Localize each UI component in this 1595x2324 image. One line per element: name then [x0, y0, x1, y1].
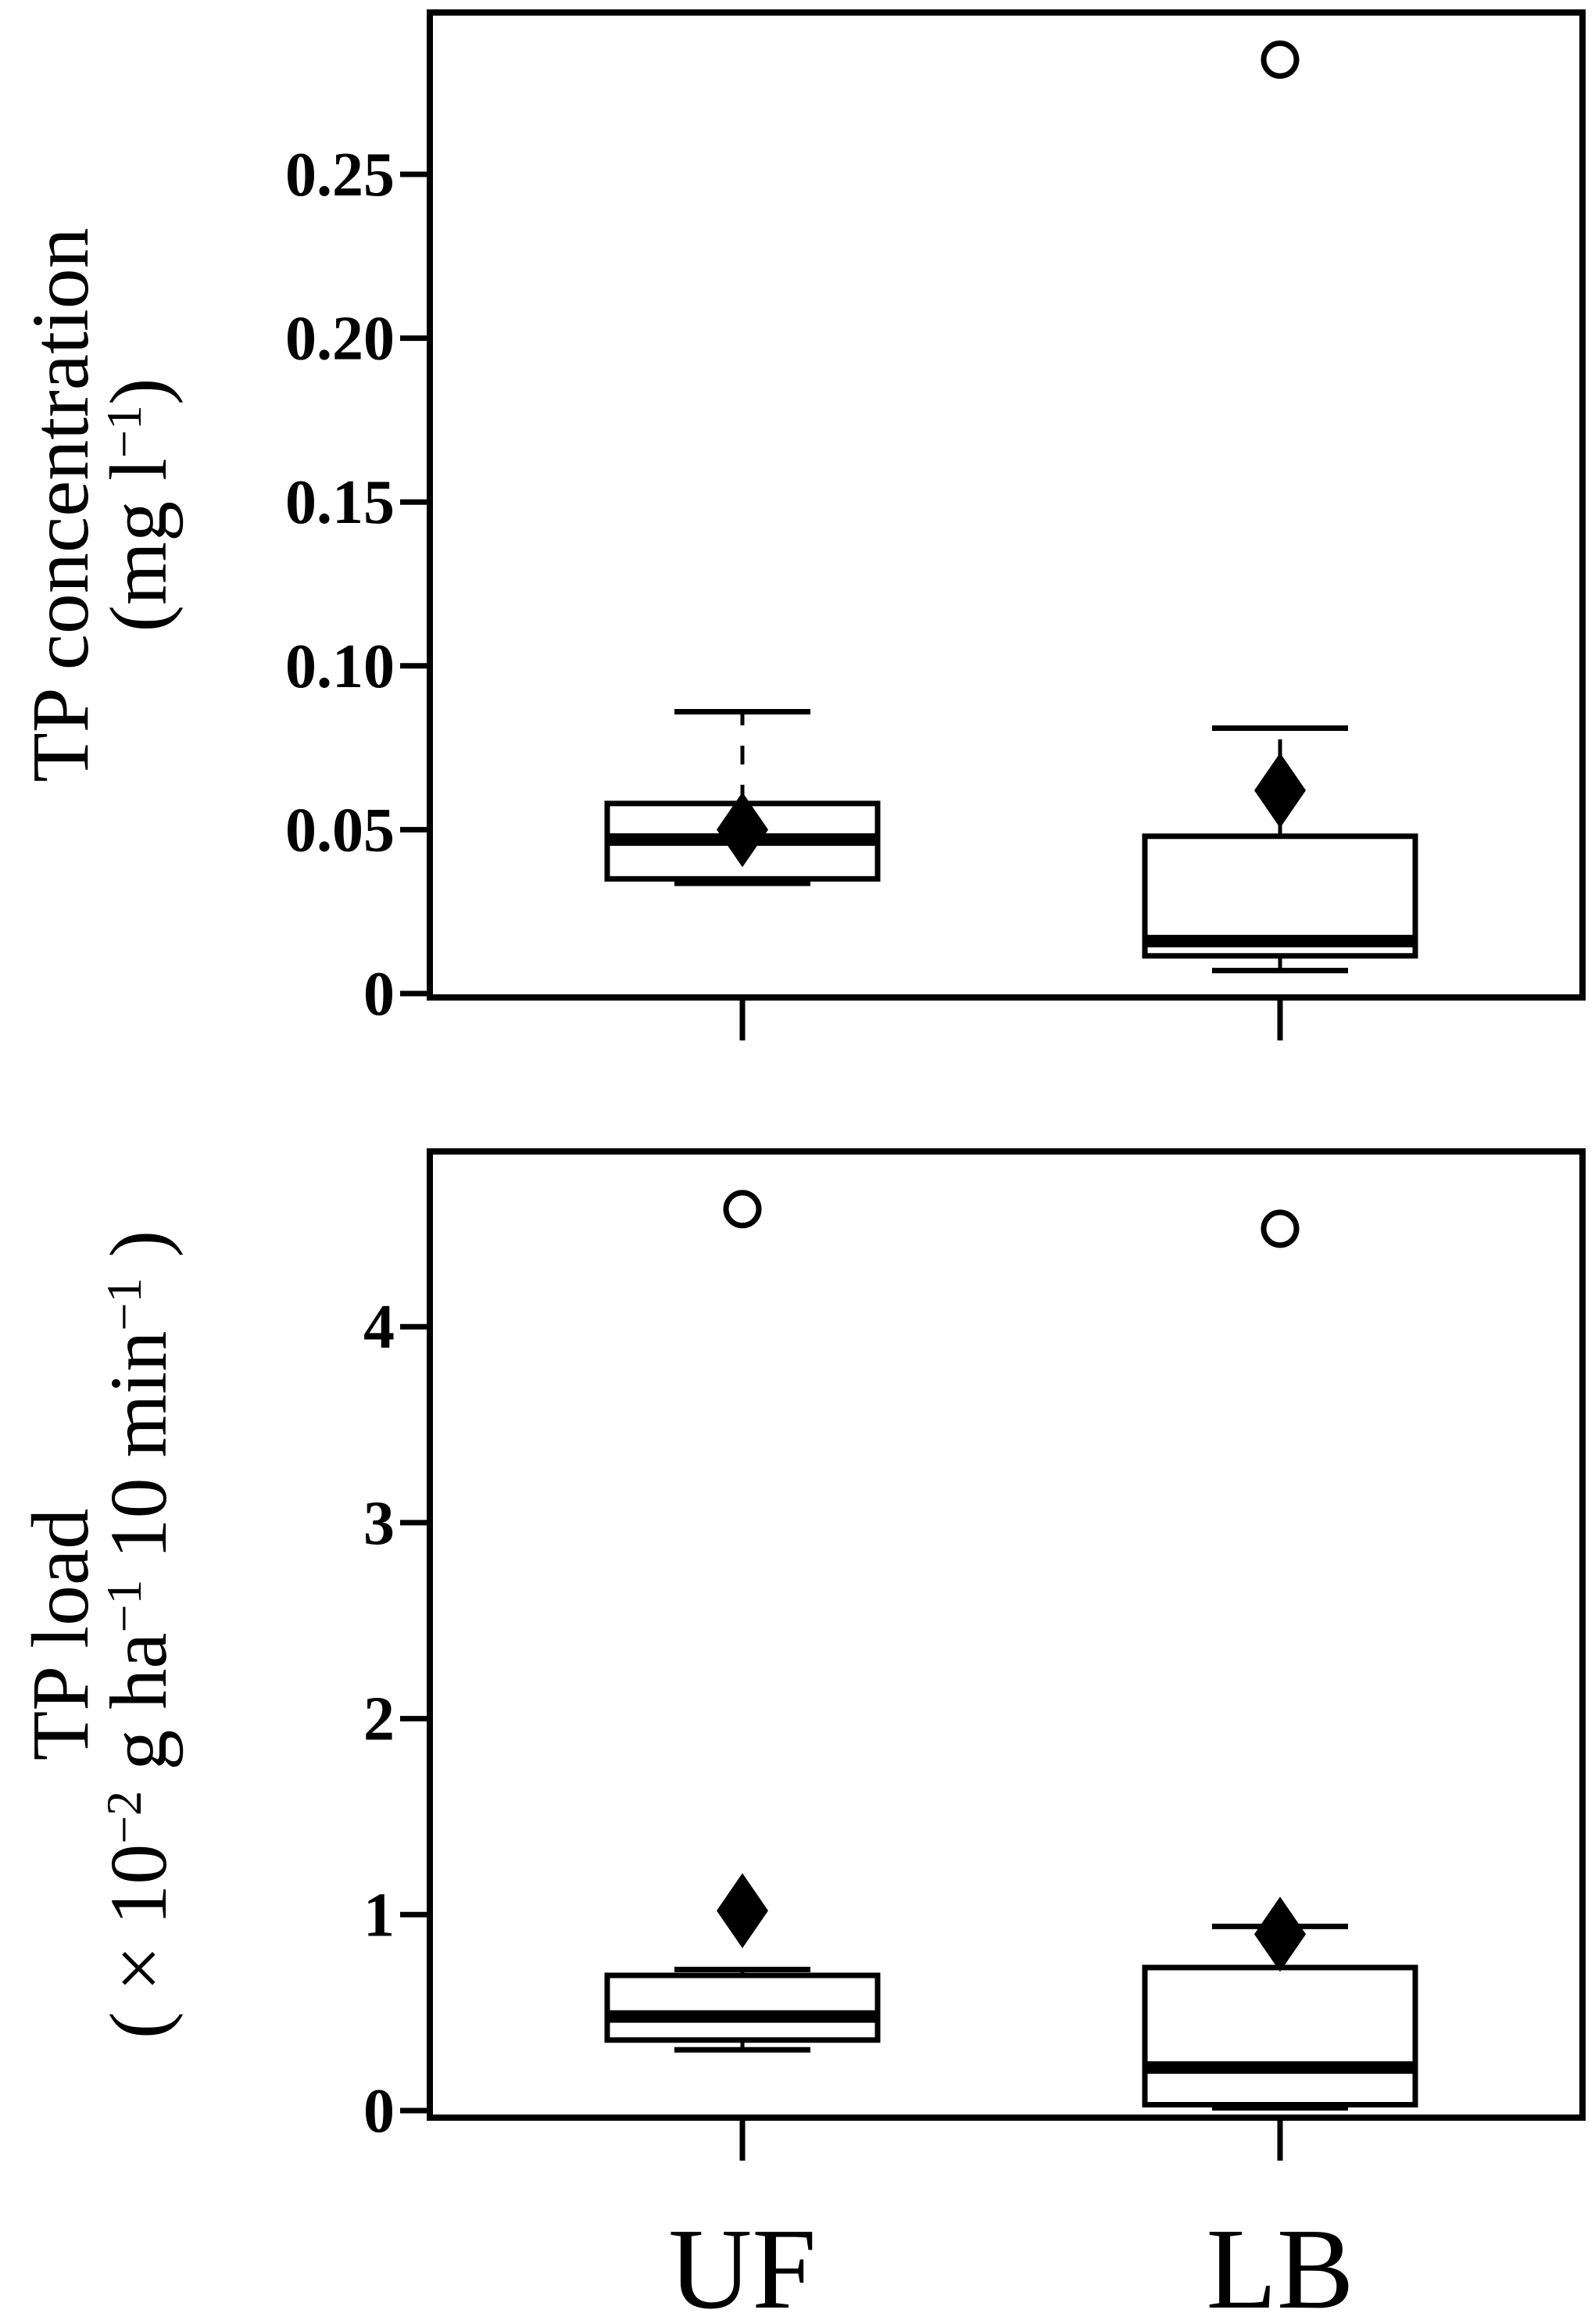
plot-frame	[427, 9, 1586, 1001]
box-UF	[604, 1190, 881, 2053]
y-tick-label: 2	[363, 1685, 395, 1754]
mean-diamond	[1254, 1896, 1306, 1972]
y-axis-title-line2: ( × 10−2​ g ha−1​ 10 min−1​ )	[94, 1230, 184, 2039]
mean-diamond	[717, 1873, 768, 1949]
mean-diamond	[1254, 753, 1306, 829]
y-tick-label: 1	[363, 1881, 395, 1950]
mean-diamond	[717, 792, 768, 868]
plot-frame	[427, 1148, 1586, 2121]
box-LB	[1142, 1209, 1418, 2111]
y-tick-label: 0	[363, 2077, 395, 2146]
outlier-point	[1261, 1209, 1300, 1248]
panel-tp-load: 4 3 2 1 0 TP load( × 10−2​ g ha−1​ 10 min−1​ …	[16, 1148, 1586, 2161]
iqr-box	[1142, 1964, 1418, 2107]
x-category-label-LB: LB	[1206, 2205, 1354, 2320]
outlier-point	[723, 1190, 762, 1229]
y-tick-label: 4	[363, 1293, 395, 1362]
y-tick-label: 0.05	[285, 796, 395, 865]
box-UF	[604, 708, 881, 886]
y-tick-label: 3	[363, 1489, 395, 1558]
y-tick-label: 0.15	[285, 468, 395, 537]
panel-tp-concentration: 0.25 0.20 0.15 0.10 0.05 0 TP concentration(mg…	[16, 9, 1586, 1040]
y-axis-title-line1: TP load	[16, 1509, 105, 1761]
x-category-label-UF: UF	[668, 2205, 816, 2320]
y-tick-label: 0.10	[285, 632, 395, 701]
y-tick-label: 0.25	[285, 141, 395, 209]
box-LB	[1142, 40, 1418, 974]
y-tick-label: 0.20	[285, 305, 395, 374]
y-axis-title-line1: TP concentration	[16, 227, 105, 782]
y-tick-label: 0	[363, 960, 395, 1029]
outlier-point	[1261, 40, 1300, 79]
y-axis-title-line2: (mg l−1​)	[94, 378, 184, 632]
iqr-box	[604, 1972, 881, 2043]
